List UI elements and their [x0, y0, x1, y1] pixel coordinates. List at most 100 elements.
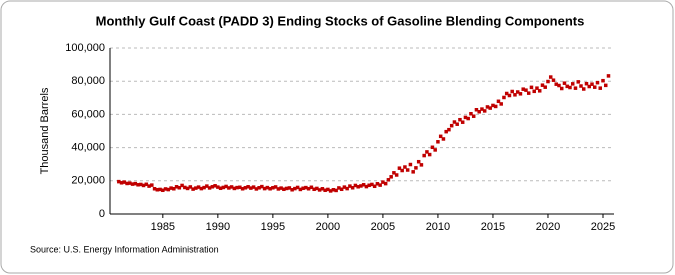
- point: [546, 79, 550, 84]
- point: [353, 183, 358, 188]
- point: [119, 181, 124, 185]
- point: [447, 127, 451, 132]
- point: [559, 86, 564, 91]
- source: Source: U.S. Energy Information Administ…: [30, 244, 219, 254]
- point: [205, 184, 209, 188]
- point: [290, 188, 294, 192]
- point: [293, 186, 297, 191]
- point: [155, 188, 160, 192]
- point: [392, 171, 396, 175]
- point: [122, 180, 127, 184]
- point: [400, 168, 404, 173]
- x-tick-label: 2025: [591, 221, 615, 233]
- point: [348, 184, 352, 188]
- point: [590, 82, 594, 86]
- point: [513, 93, 517, 97]
- point: [551, 78, 556, 82]
- point: [243, 186, 248, 190]
- point: [372, 184, 377, 189]
- point: [304, 185, 308, 190]
- point: [480, 107, 484, 111]
- point: [477, 109, 481, 114]
- point: [174, 185, 179, 189]
- point: [196, 185, 201, 189]
- point: [455, 122, 459, 126]
- point: [295, 185, 300, 190]
- point: [405, 168, 410, 172]
- y-tick-label: 20,000: [71, 175, 105, 187]
- point: [191, 187, 195, 191]
- point: [152, 187, 157, 191]
- point: [518, 92, 523, 96]
- point: [163, 187, 168, 191]
- point: [367, 183, 371, 188]
- y-tick-label: 100,000: [65, 42, 105, 54]
- point: [125, 181, 129, 186]
- x-tick-label: 2005: [371, 221, 395, 233]
- point: [185, 186, 190, 191]
- x-tick-label: 2020: [536, 221, 560, 233]
- point: [317, 188, 322, 192]
- point: [526, 91, 531, 95]
- point: [301, 186, 305, 191]
- point: [378, 183, 382, 187]
- point: [543, 85, 547, 89]
- point: [474, 108, 479, 112]
- point: [603, 83, 608, 88]
- point: [532, 89, 536, 94]
- point: [458, 117, 462, 122]
- point: [188, 185, 193, 189]
- point: [568, 85, 572, 90]
- point: [221, 185, 226, 190]
- point: [207, 186, 212, 190]
- point: [460, 120, 465, 124]
- point: [359, 184, 363, 188]
- x-tick-label: 1995: [261, 221, 285, 233]
- point: [130, 182, 135, 186]
- point: [150, 183, 154, 187]
- point: [249, 186, 253, 190]
- point: [229, 185, 234, 189]
- point: [251, 185, 256, 189]
- point: [257, 186, 261, 190]
- point: [579, 84, 583, 88]
- point: [334, 188, 338, 193]
- point: [268, 187, 272, 191]
- point: [537, 89, 542, 93]
- chart-title: Monthly Gulf Coast (PADD 3) Ending Stock…: [96, 13, 585, 28]
- point: [394, 173, 399, 177]
- point: [282, 187, 286, 192]
- point: [386, 178, 391, 182]
- point: [581, 87, 586, 91]
- point: [235, 185, 239, 190]
- point: [177, 186, 182, 190]
- point: [273, 185, 278, 189]
- point: [414, 166, 418, 170]
- point: [433, 148, 437, 152]
- point: [180, 183, 184, 188]
- point: [331, 188, 336, 192]
- point: [271, 186, 275, 190]
- point: [504, 91, 509, 96]
- point: [199, 186, 204, 191]
- point: [397, 166, 402, 170]
- point: [306, 187, 311, 191]
- point: [158, 187, 162, 192]
- point: [521, 87, 525, 91]
- point: [463, 115, 468, 120]
- point: [469, 111, 473, 116]
- point: [466, 116, 470, 121]
- point: [161, 188, 165, 193]
- point: [172, 187, 176, 191]
- point: [419, 163, 424, 167]
- point: [441, 137, 446, 141]
- point: [573, 86, 578, 90]
- point: [136, 183, 140, 187]
- x-tick-label: 2015: [481, 221, 505, 233]
- point: [540, 83, 545, 87]
- point: [284, 186, 289, 191]
- point: [315, 186, 319, 191]
- point: [411, 170, 415, 174]
- point: [227, 186, 231, 190]
- point: [598, 86, 602, 90]
